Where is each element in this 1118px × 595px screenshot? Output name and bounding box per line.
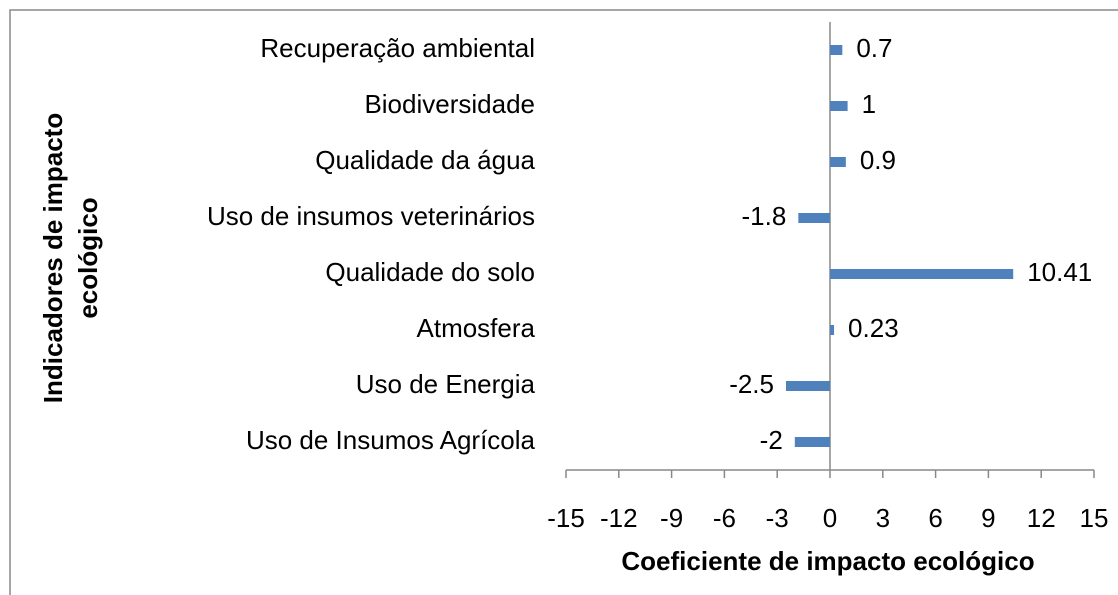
- x-tick-label: 0: [823, 503, 837, 533]
- y-tick-label: Uso de insumos veterinários: [207, 201, 535, 231]
- data-label: 1: [862, 89, 876, 119]
- bar: [830, 157, 846, 167]
- x-axis-title: Coeficiente de impacto ecológico: [621, 546, 1034, 576]
- y-axis-title: Indicadores de impacto: [38, 113, 68, 403]
- data-label: 10.41: [1027, 257, 1092, 287]
- x-tick-label: 15: [1080, 503, 1109, 533]
- bar: [830, 325, 835, 335]
- x-tick-label: -6: [713, 503, 736, 533]
- bar: [830, 45, 843, 55]
- chart-frame: [9, 9, 1118, 595]
- bar: [798, 213, 830, 223]
- y-axis-title: ecológico: [73, 197, 103, 318]
- x-tick-label: -12: [600, 503, 638, 533]
- data-label: -2: [760, 425, 783, 455]
- y-tick-label: Recuperação ambiental: [260, 33, 535, 63]
- y-tick-label: Qualidade da água: [315, 145, 535, 175]
- data-label: 0.7: [856, 33, 892, 63]
- x-tick-label: 6: [928, 503, 942, 533]
- y-tick-label: Atmosfera: [417, 313, 536, 343]
- bar: [830, 101, 848, 111]
- bar: [830, 269, 1014, 279]
- y-tick-label: Uso de Insumos Agrícola: [246, 425, 536, 455]
- y-tick-label: Qualidade do solo: [325, 257, 535, 287]
- data-label: -1.8: [742, 201, 787, 231]
- x-tick-label: -15: [547, 503, 585, 533]
- data-label: 0.23: [848, 313, 899, 343]
- data-label: -2.5: [729, 369, 774, 399]
- bar: [786, 381, 830, 391]
- bar: [794, 437, 830, 447]
- x-tick-label: -3: [766, 503, 789, 533]
- y-tick-label: Uso de Energia: [356, 369, 536, 399]
- x-tick-label: 9: [981, 503, 995, 533]
- x-tick-label: -9: [660, 503, 683, 533]
- data-label: 0.9: [860, 145, 896, 175]
- x-tick-label: 12: [1027, 503, 1056, 533]
- x-tick-label: 3: [876, 503, 890, 533]
- y-tick-label: Biodiversidade: [364, 89, 535, 119]
